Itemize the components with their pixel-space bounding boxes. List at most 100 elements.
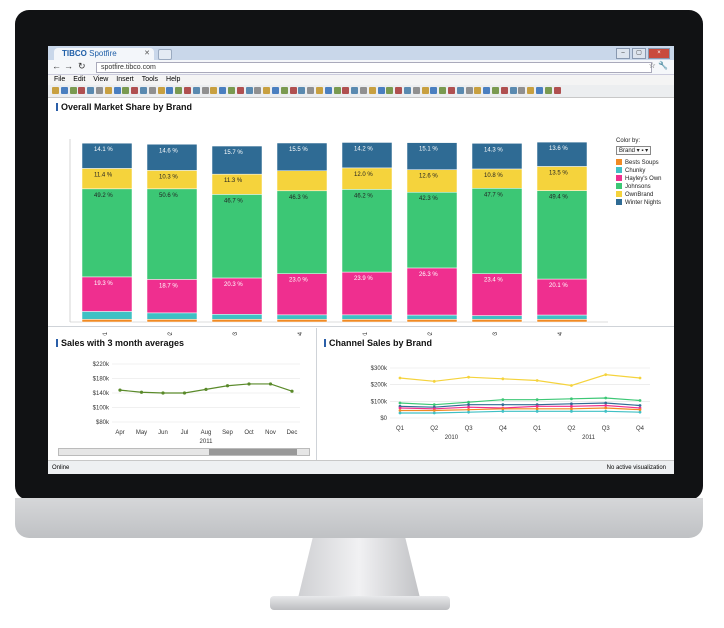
toolbar-tool-icon[interactable]	[527, 87, 535, 94]
menu-help[interactable]: Help	[166, 76, 181, 83]
toolbar-tool-icon[interactable]	[395, 87, 403, 94]
x-tick-label: Sep	[222, 430, 233, 436]
legend-item[interactable]: Bests Soups	[616, 159, 662, 167]
channel-point	[604, 409, 608, 413]
toolbar-tool-icon[interactable]	[474, 87, 482, 94]
toolbar-tool-icon[interactable]	[430, 87, 438, 94]
toolbar-tool-icon[interactable]	[307, 87, 315, 94]
bar-segment	[211, 314, 263, 320]
toolbar-tool-icon[interactable]	[122, 87, 130, 94]
reload-icon[interactable]: ↻	[78, 61, 86, 71]
toolbar-tool-icon[interactable]	[69, 87, 77, 94]
toolbar-tool-icon[interactable]	[131, 87, 139, 94]
legend-item[interactable]: Chunky	[616, 167, 662, 175]
toolbar-tool-icon[interactable]	[184, 87, 191, 94]
toolbar-tool-icon[interactable]	[113, 87, 121, 94]
toolbar-tool-icon[interactable]	[104, 87, 112, 94]
bar-data-label: 20.1 %	[549, 283, 568, 289]
bar-segment	[276, 319, 328, 323]
toolbar-tool-icon[interactable]	[544, 87, 552, 94]
bar-segment	[146, 279, 198, 314]
toolbar-tool-icon[interactable]	[500, 87, 508, 94]
panel-divider-vertical	[316, 328, 317, 460]
toolbar-tool-icon[interactable]	[298, 87, 306, 94]
toolbar-tool-icon[interactable]	[448, 87, 455, 94]
toolbar-tool-icon[interactable]	[439, 87, 447, 94]
menu-tools[interactable]: Tools	[141, 76, 159, 83]
new-tab-button[interactable]	[158, 49, 172, 60]
toolbar-tool-icon[interactable]	[245, 87, 253, 94]
url-input[interactable]: spotfire.tibco.com	[96, 62, 652, 73]
toolbar-tool-icon[interactable]	[263, 87, 271, 94]
legend-item[interactable]: Hayley's Own	[616, 175, 662, 183]
toolbar-tool-icon[interactable]	[465, 87, 473, 94]
toolbar-tool-icon[interactable]	[421, 87, 429, 94]
toolbar-tool-icon[interactable]	[280, 87, 288, 94]
legend-item[interactable]: Winter Nights	[616, 199, 662, 207]
toolbar-tool-icon[interactable]	[175, 87, 183, 94]
menu-file[interactable]: File	[54, 76, 66, 83]
legend-item[interactable]: OwnBrand	[616, 191, 662, 199]
toolbar-tool-icon[interactable]	[52, 87, 59, 94]
star-icon[interactable]: ☆	[648, 61, 656, 70]
scrollbar-thumb[interactable]	[209, 449, 297, 455]
legend-swatch	[616, 199, 622, 205]
toolbar-tool-icon[interactable]	[333, 87, 341, 94]
toolbar-tool-icon[interactable]	[254, 87, 262, 94]
toolbar-tool-icon[interactable]	[228, 87, 235, 94]
toolbar-tool-icon[interactable]	[324, 87, 332, 94]
bar-segment	[471, 319, 523, 323]
maximize-button[interactable]: ▢	[632, 48, 646, 59]
legend-item[interactable]: Johnsons	[616, 183, 662, 191]
toolbar-tool-icon[interactable]	[536, 87, 543, 94]
channel-point	[638, 404, 642, 407]
wrench-icon[interactable]: 🔧	[658, 61, 668, 70]
toolbar-tool-icon[interactable]	[518, 87, 526, 94]
toolbar-tool-icon[interactable]	[148, 87, 156, 94]
toolbar-tool-icon[interactable]	[192, 87, 200, 94]
toolbar-tool-icon[interactable]	[404, 87, 411, 94]
toolbar-tool-icon[interactable]	[157, 87, 165, 94]
toolbar-tool-icon[interactable]	[412, 87, 420, 94]
minimize-button[interactable]: –	[616, 48, 630, 59]
toolbar-tool-icon[interactable]	[236, 87, 244, 94]
toolbar-tool-icon[interactable]	[219, 87, 227, 94]
channel-point	[604, 396, 608, 400]
menu-view[interactable]: View	[93, 76, 109, 83]
back-arrow-icon[interactable]: ←	[52, 61, 61, 71]
toolbar-tool-icon[interactable]	[509, 87, 517, 94]
toolbar-tool-icon[interactable]	[210, 87, 218, 94]
toolbar-tool-icon[interactable]	[78, 87, 86, 94]
x-tick-label: Q1	[396, 426, 405, 432]
toolbar-tool-icon[interactable]	[166, 87, 174, 94]
toolbar-tool-icon[interactable]	[60, 87, 68, 94]
bar-segment	[341, 271, 393, 316]
toolbar-tool-icon[interactable]	[316, 87, 323, 94]
toolbar-tool-icon[interactable]	[289, 87, 297, 94]
tab-close-icon[interactable]: ✕	[144, 50, 150, 57]
toolbar-tool-icon[interactable]	[96, 87, 103, 94]
toolbar-tool-icon[interactable]	[386, 87, 394, 94]
toolbar-tool-icon[interactable]	[492, 87, 499, 94]
toolbar-tool-icon[interactable]	[351, 87, 359, 94]
menu-edit[interactable]: Edit	[73, 76, 86, 83]
sales-scrollbar[interactable]	[58, 448, 310, 456]
toolbar-tool-icon[interactable]	[368, 87, 376, 94]
toolbar-tool-icon[interactable]	[377, 87, 385, 94]
toolbar-tool-icon[interactable]	[342, 87, 350, 94]
toolbar-tool-icon[interactable]	[456, 87, 464, 94]
toolbar-tool-icon[interactable]	[140, 87, 147, 94]
x-tick-label: Jul	[181, 430, 189, 436]
toolbar-tool-icon[interactable]	[360, 87, 367, 94]
toolbar-tool-icon[interactable]	[553, 87, 561, 94]
toolbar-tool-icon[interactable]	[483, 87, 491, 94]
toolbar-tool-icon[interactable]	[272, 87, 279, 94]
brand-select[interactable]: Brand ▾ ▪ ▾	[616, 146, 652, 155]
menu-insert[interactable]: Insert	[116, 76, 134, 83]
toolbar-tool-icon[interactable]	[201, 87, 209, 94]
sales-point	[118, 388, 122, 392]
toolbar-tool-icon[interactable]	[87, 87, 95, 94]
forward-arrow-icon[interactable]: →	[64, 61, 73, 71]
close-button[interactable]: ×	[648, 48, 670, 59]
browser-tab[interactable]: TIBCO Spotfire ✕	[54, 48, 154, 60]
